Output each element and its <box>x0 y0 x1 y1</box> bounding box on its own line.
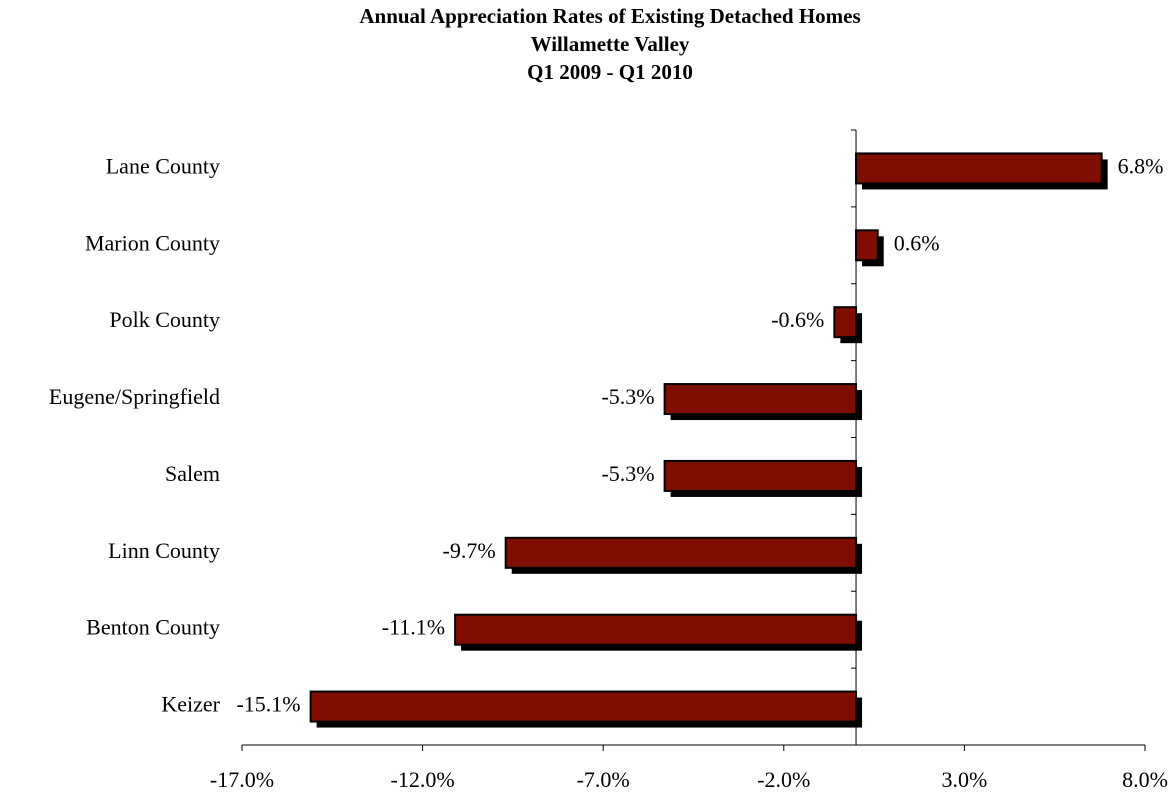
x-tick-label: -7.0% <box>577 767 630 792</box>
x-tick-label: -2.0% <box>757 767 810 792</box>
value-label: -15.1% <box>236 692 300 717</box>
bar <box>454 613 858 646</box>
chart-subtitle: Q1 2009 - Q1 2010 <box>527 60 693 84</box>
x-tick-label: 8.0% <box>1122 767 1168 792</box>
value-label: -5.3% <box>601 461 654 486</box>
bar <box>663 459 858 492</box>
x-tick-label: -17.0% <box>210 767 274 792</box>
value-label: -0.6% <box>771 307 824 332</box>
y-tick-label: Salem <box>165 461 220 486</box>
bar <box>663 383 858 416</box>
y-tick-label: Lane County <box>106 153 220 178</box>
chart-subtitle: Willamette Valley <box>531 32 690 56</box>
value-label: 6.8% <box>1118 153 1164 178</box>
y-tick-label: Linn County <box>108 538 220 563</box>
y-tick-label: Polk County <box>109 307 220 332</box>
y-tick-label: Eugene/Springfield <box>49 384 220 409</box>
y-tick-label: Keizer <box>161 692 220 717</box>
chart-title: Annual Appreciation Rates of Existing De… <box>359 4 860 28</box>
value-label: 0.6% <box>894 230 940 255</box>
x-tick-label: -12.0% <box>391 767 455 792</box>
bar <box>855 229 879 262</box>
bar <box>504 536 858 569</box>
y-tick-label: Benton County <box>86 615 220 640</box>
y-tick-label: Marion County <box>85 230 220 255</box>
bar <box>833 306 858 339</box>
x-tick-label: 3.0% <box>941 767 987 792</box>
value-label: -11.1% <box>382 615 445 640</box>
value-label: -5.3% <box>601 384 654 409</box>
bar <box>309 690 858 723</box>
bar <box>855 152 1103 185</box>
value-label: -9.7% <box>443 538 496 563</box>
